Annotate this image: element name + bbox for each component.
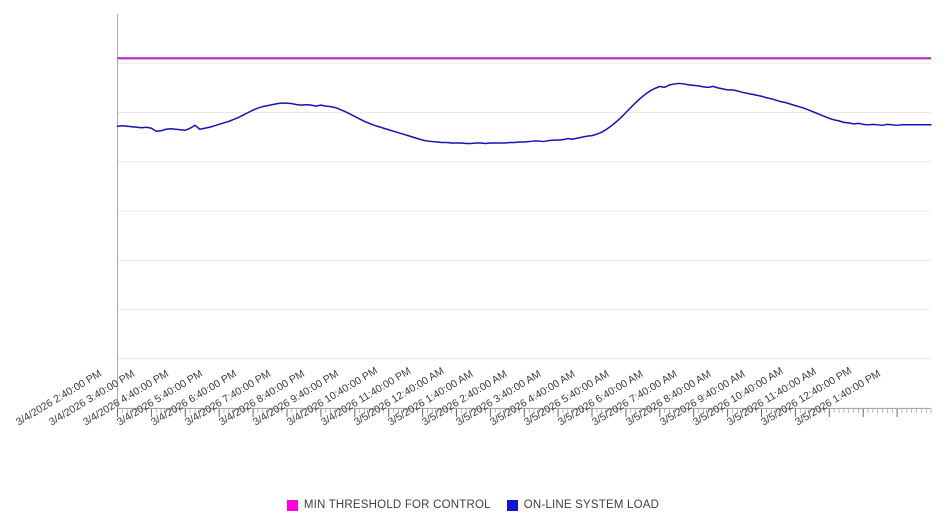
legend-item-on-line-system-load[interactable]: ON-LINE SYSTEM LOAD: [506, 499, 660, 511]
axes: [117, 14, 931, 409]
legend-label-on-line-system-load: ON-LINE SYSTEM LOAD: [523, 499, 660, 511]
legend-swatch-blue: [506, 499, 518, 511]
legend-swatch-magenta: [286, 499, 298, 511]
chart-legend: MIN THRESHOLD FOR CONTROL ON-LINE SYSTEM…: [0, 495, 946, 515]
x-axis-ticks: [117, 409, 932, 417]
legend-item-min-threshold-for-control[interactable]: MIN THRESHOLD FOR CONTROL: [286, 499, 491, 511]
series-layer: [116, 57, 932, 145]
legend-label-min-threshold-for-control: MIN THRESHOLD FOR CONTROL: [303, 499, 491, 511]
gridlines: [117, 62, 931, 409]
series-on-line-system-load: [116, 82, 932, 145]
